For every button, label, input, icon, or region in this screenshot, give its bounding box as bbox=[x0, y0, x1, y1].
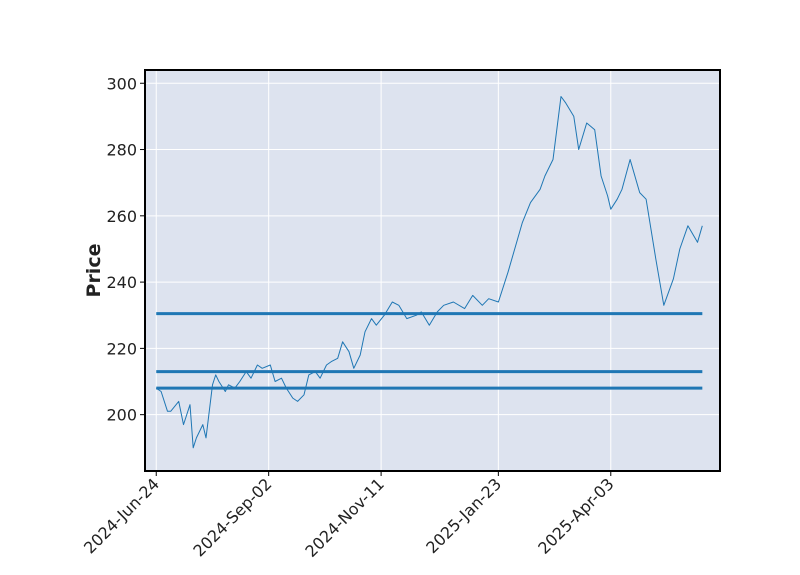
x-tick-label: 2024-Nov-11 bbox=[301, 474, 388, 561]
x-tick-label: 2025-Jan-23 bbox=[422, 474, 505, 557]
y-tick-label: 280 bbox=[106, 141, 137, 160]
plot-frame bbox=[144, 69, 721, 472]
plot-area bbox=[145, 70, 720, 471]
y-tick-label: 240 bbox=[106, 273, 137, 292]
x-tick-label: 2024-Jun-24 bbox=[80, 474, 163, 557]
horizontal-levels bbox=[156, 312, 703, 390]
y-tick-label: 300 bbox=[106, 74, 137, 93]
price-series-group bbox=[155, 96, 703, 449]
x-tick-label: 2025-Apr-03 bbox=[534, 474, 617, 557]
x-tick-label: 2024-Sep-02 bbox=[189, 474, 275, 560]
y-axis-label: Price bbox=[83, 244, 105, 298]
price-line bbox=[155, 96, 703, 449]
y-axis-ticks: 200 220 240 260 280 300 bbox=[106, 74, 145, 425]
y-tick-label: 220 bbox=[106, 339, 137, 358]
x-axis-ticks: 2024-Jun-24 2024-Sep-02 2024-Nov-11 2025-Ja… bbox=[80, 471, 618, 561]
y-tick-label: 200 bbox=[106, 406, 137, 425]
grid-lines bbox=[145, 70, 720, 471]
y-tick-label: 260 bbox=[106, 207, 137, 226]
